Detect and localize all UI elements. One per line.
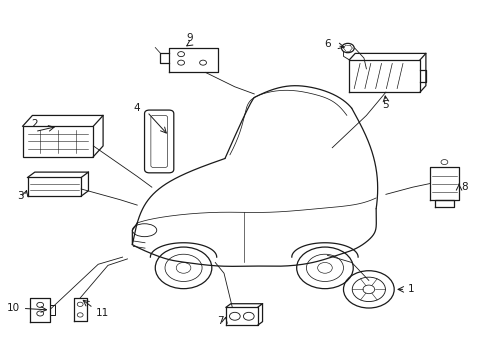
Text: 3: 3 bbox=[17, 191, 23, 201]
Text: 7: 7 bbox=[216, 316, 223, 325]
Text: 1: 1 bbox=[407, 284, 414, 294]
Text: 8: 8 bbox=[461, 182, 467, 192]
Text: 2: 2 bbox=[31, 120, 38, 129]
Text: 6: 6 bbox=[324, 39, 330, 49]
Text: 9: 9 bbox=[186, 33, 193, 43]
Text: 11: 11 bbox=[96, 309, 109, 318]
Text: 5: 5 bbox=[382, 100, 388, 110]
Text: 4: 4 bbox=[134, 103, 140, 113]
Text: 10: 10 bbox=[7, 303, 20, 314]
